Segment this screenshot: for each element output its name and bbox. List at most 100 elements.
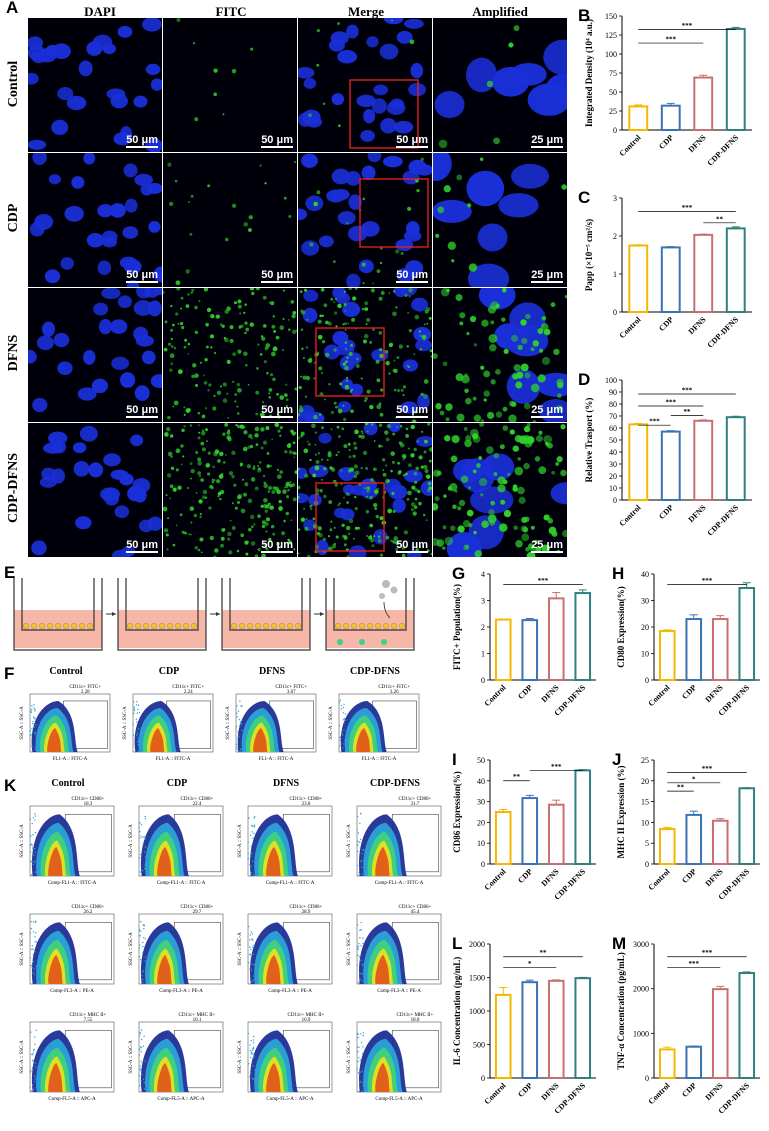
flow-k-plot-0-2: CD11c+ CD80+ 23.0 Comp-FL1-A :: FITC-A SSC-…: [234, 778, 338, 893]
transwell-schematic: [13, 578, 415, 651]
bar-cdp: [521, 619, 539, 681]
y-tick-label: 25: [609, 107, 617, 116]
micrograph-image: [433, 288, 567, 422]
scale-bar-label: 50 μm: [261, 539, 293, 551]
flow-x-axis-label: Comp-FL3-A :: PE-A: [268, 989, 312, 994]
bar-control: [628, 244, 649, 313]
micrograph-cdp-dfns-amplified: 25 μm: [433, 423, 567, 557]
y-tick-label: 30: [609, 460, 617, 469]
gate-value: 26.2: [84, 910, 93, 915]
bar-cdp-dfns: [574, 769, 592, 865]
bar-cdp-dfns: [738, 587, 756, 682]
micrograph-column-header-dapi: DAPI: [84, 4, 116, 19]
scale-bar: 50 μm: [126, 539, 158, 553]
bar-cdp-dfns: [725, 416, 746, 502]
scale-bar-line: [126, 551, 158, 553]
x-tick-label: Control: [483, 1081, 509, 1107]
scale-bar-line: [126, 416, 158, 418]
flow-k-plot-1-2: CD11c+ CD86+ 28.9 Comp-FL3-A :: PE-A SSC-A …: [234, 900, 338, 1001]
x-tick-label: Control: [483, 867, 509, 893]
y-tick-label: 125: [605, 31, 617, 40]
scale-bar: 25 μm: [531, 134, 563, 148]
flow-y-axis-label: SSC-A :: SSC-A: [238, 1040, 243, 1074]
transwell-3: [221, 578, 311, 651]
x-tick-label: CDP-DFNS: [706, 133, 741, 168]
gate-value: 29.7: [193, 910, 202, 915]
y-tick-label: 1500: [469, 974, 485, 983]
y-tick-label: 40: [641, 570, 649, 579]
flow-x-axis-label: FL1-A :: FITC-A: [259, 757, 294, 762]
micrograph-row-label-cdp-dfns: CDP-DFNS: [6, 453, 21, 523]
x-tick-label: DFNS: [540, 1081, 562, 1103]
gate-value: 2.28: [81, 690, 90, 695]
bar-control: [658, 1048, 676, 1079]
y-tick-label: 0: [481, 676, 485, 685]
micrograph-image: [433, 153, 567, 287]
flow-x-axis-label: Comp-FL5-A :: APC-A: [266, 1097, 314, 1102]
bar-chart-i: 0 10 20 30 40 50 CD86 Expression(%) Control CDP D…: [446, 752, 602, 917]
flow-x-axis-label: Comp-FL5-A :: APC-A: [157, 1097, 205, 1102]
bar-cdp-dfns: [725, 27, 746, 132]
micrograph-image: [433, 423, 567, 557]
gate-value: 10.1: [193, 1018, 202, 1023]
x-tick-label: DFNS: [704, 683, 726, 705]
significance-marker: ***: [666, 36, 677, 44]
scale-bar-line: [396, 416, 428, 418]
gate-label: CD11c+ MHC II+: [70, 1013, 107, 1018]
y-tick-label: 2000: [469, 940, 485, 949]
gate-label: CD11c+ CD80+: [399, 797, 432, 802]
scale-bar: 50 μm: [126, 134, 158, 148]
y-tick-label: 10: [477, 839, 485, 848]
scale-bar: 50 μm: [261, 269, 293, 283]
bar-dfns: [547, 803, 565, 865]
scale-bar-label: 50 μm: [126, 539, 158, 551]
flow-k-plot-0-1: CD11c+ CD80+ 22.4 Comp-FL1-A :: FITC-A SSC-…: [125, 778, 229, 893]
y-tick-label: 50: [609, 436, 617, 445]
scale-bar-label: 50 μm: [396, 539, 428, 551]
scale-bar-label: 25 μm: [531, 269, 563, 281]
significance-marker: ***: [649, 418, 660, 426]
micrograph-control-dapi: 50 μm: [28, 18, 162, 152]
bar-cdp-dfns: [738, 972, 756, 1079]
y-tick-label: 20: [609, 472, 617, 481]
panel-label-b: B: [578, 6, 591, 25]
scale-bar-label: 50 μm: [396, 134, 428, 146]
flow-k-plot-2-1: CD11c+ MHC II+ 10.1 Comp-FL5-A :: APC-A SSC…: [125, 1008, 229, 1109]
significance-marker: ***: [666, 399, 677, 407]
micrograph-column-header-merge: Merge: [347, 4, 385, 19]
flow-y-axis-label: SSC-A :: SSC-A: [20, 706, 25, 740]
panel-label-l: L: [452, 934, 463, 953]
flow-plot-title: CDP: [158, 666, 180, 677]
scale-bar: 25 μm: [531, 539, 563, 553]
micrograph-dfns-amplified: 25 μm: [433, 288, 567, 422]
scale-bar: 25 μm: [531, 404, 563, 418]
micrograph-control-fitc: 50 μm: [163, 18, 297, 152]
x-tick-label: DFNS: [687, 503, 709, 525]
panel-label-j: J: [612, 750, 622, 769]
scale-bar-label: 25 μm: [531, 539, 563, 551]
bar-cdp: [685, 618, 703, 681]
micrograph-image: [28, 288, 162, 413]
scale-bar-label: 50 μm: [261, 134, 293, 146]
y-tick-label: 3: [481, 597, 485, 606]
scale-bar: 50 μm: [126, 269, 158, 283]
bar-chart-h: 0 10 20 30 40 CD80 Expression(%) Control CDP DFN…: [610, 566, 766, 733]
x-tick-label: Control: [618, 503, 644, 529]
transwell-1: [13, 578, 103, 651]
y-tick-label: 0: [645, 860, 649, 869]
x-tick-label: Control: [647, 867, 673, 893]
scale-bar: 50 μm: [126, 404, 158, 418]
panel-label-d: D: [578, 370, 591, 389]
gate-label: CD11c+ FITC+: [172, 685, 204, 690]
micrograph-control-amplified: 25 μm: [433, 18, 567, 152]
panel-label-e: E: [4, 563, 16, 582]
scale-bar-line: [261, 146, 293, 148]
bar-cdp: [685, 1045, 703, 1079]
flow-y-axis-label: SSC-A :: SSC-A: [238, 932, 243, 966]
gate-value: 22.4: [193, 802, 202, 807]
y-axis-label: Papp (×10⁻⁵ cm²/s): [584, 219, 594, 291]
gate-value: 3.07: [287, 690, 296, 695]
bar-dfns: [693, 233, 714, 313]
bar-chart-m: 0 1000 2000 3000 TNF-α Concentration (pg/mL)…: [610, 936, 766, 1131]
bar-cdp-dfns: [574, 592, 592, 681]
